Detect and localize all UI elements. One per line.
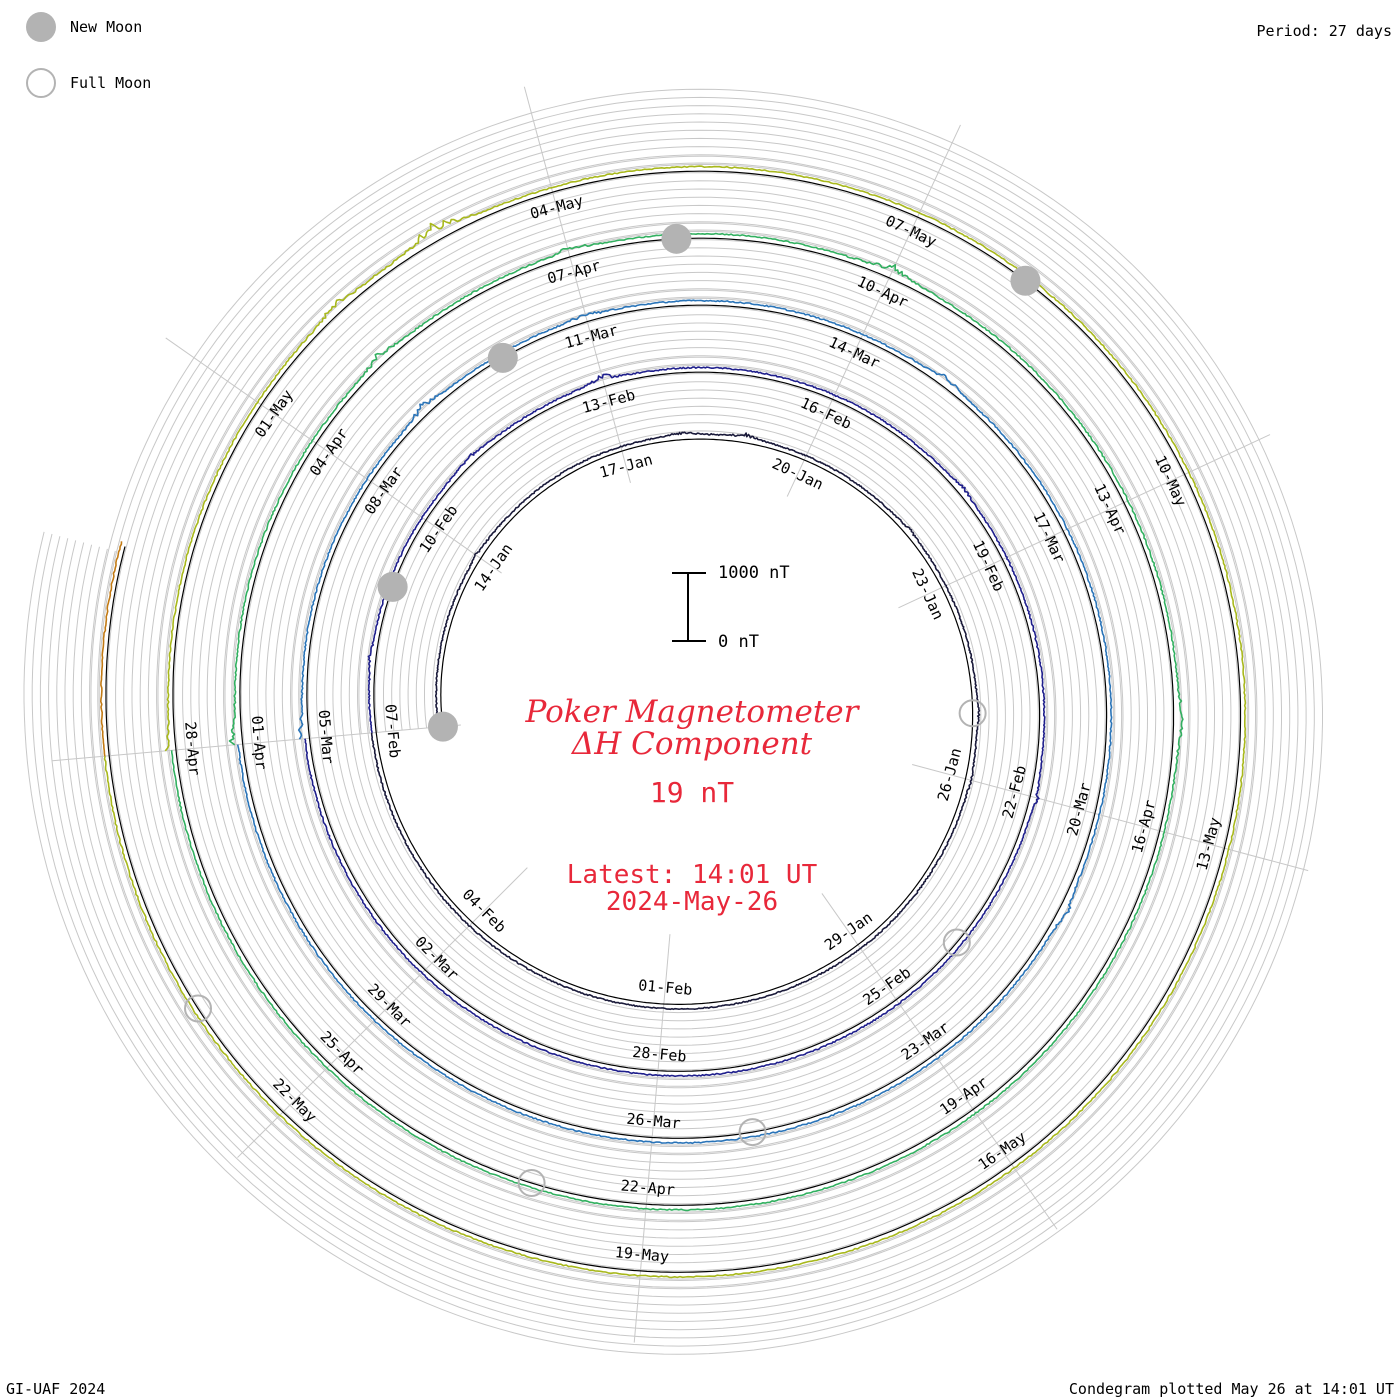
full-moon-label: Full Moon (70, 74, 152, 92)
full-moon-marker (517, 1169, 546, 1198)
full-moon-marker (958, 699, 987, 728)
spoke (165, 337, 502, 574)
legend-full-moon: Full Moon (26, 68, 151, 98)
spoke (523, 86, 631, 483)
full-moon-marker (184, 994, 213, 1023)
date-label: 13-May (1193, 815, 1224, 872)
scale-bottom-label: 0 nT (718, 632, 759, 652)
grid-ring-3 (80, 146, 1266, 1298)
series-line-2 (304, 366, 1046, 1078)
grid-ring-5 (64, 129, 1282, 1314)
spoke (912, 764, 1309, 872)
spoke (898, 434, 1271, 609)
series-line-1 (370, 431, 981, 1011)
plotted-label: Condegram plotted May 26 at 14:01 UT (1068, 1380, 1394, 1398)
period-label: Period: 27 days (1256, 22, 1392, 40)
moon-markers (184, 223, 1041, 1198)
scale-top-label: 1000 nT (718, 563, 790, 583)
chart-subtitle: ΔH Component (571, 726, 813, 762)
spoke (237, 867, 528, 1158)
date-label: 05-Mar (315, 709, 338, 765)
date-label: 22-Feb (999, 763, 1030, 820)
date-label: 19-Feb (969, 537, 1008, 594)
date-label: 14-Mar (826, 333, 883, 372)
latest-time: Latest: 14:01 UT (566, 860, 818, 890)
grid-ring-4 (72, 137, 1274, 1306)
new-moon-marker (487, 342, 518, 373)
scale-bar (672, 572, 706, 642)
date-label: 17-Mar (1030, 509, 1069, 566)
grid-ring-7 (48, 113, 1299, 1331)
date-label: 19-May (614, 1243, 670, 1266)
date-label: 10-May (1151, 453, 1190, 510)
date-label: 28-Apr (181, 721, 204, 777)
new-moon-icon (26, 12, 56, 42)
new-moon-marker (1010, 265, 1041, 296)
date-label: 26-Jan (934, 746, 965, 803)
series-line-4 (170, 232, 1184, 1212)
spoke (786, 124, 961, 497)
chart-title: Poker Magnetometer (525, 694, 859, 730)
date-label: 26-Mar (626, 1110, 682, 1133)
series-line-3 (236, 299, 1113, 1145)
grid-ring-10 (23, 88, 1323, 1355)
date-label: 28-Feb (632, 1043, 688, 1066)
spoke (821, 893, 1058, 1230)
date-label: 07-Feb (381, 703, 404, 759)
grid-ring-6 (56, 121, 1291, 1323)
baseline-spiral (105, 170, 1242, 1273)
date-label: 01-Apr (248, 715, 271, 771)
radial-spokes (52, 86, 1309, 1343)
full-moon-marker (942, 928, 971, 957)
latest-date: 2024-May-26 (605, 887, 779, 917)
grid-ring-2 (89, 154, 1258, 1290)
new-moon-marker (377, 571, 408, 602)
date-label: 22-Apr (620, 1176, 676, 1199)
grid-ring-8 (39, 105, 1307, 1339)
date-label: 23-Jan (908, 566, 947, 623)
series-line-5 (103, 165, 1247, 1279)
grid-ring-1 (97, 162, 1250, 1282)
new-moon-marker (661, 223, 692, 254)
credit-label: GI-UAF 2024 (6, 1380, 106, 1398)
baseline (105, 170, 1242, 1273)
current-value: 19 nT (649, 776, 735, 809)
full-moon-marker (738, 1118, 767, 1147)
legend-new-moon: New Moon (26, 12, 142, 42)
date-label: 01-Feb (638, 976, 694, 999)
date-label: 16-Apr (1128, 798, 1159, 855)
spoke (633, 934, 671, 1343)
series-line-6 (100, 541, 123, 757)
new-moon-label: New Moon (70, 18, 143, 36)
full-moon-icon (26, 68, 56, 98)
date-label: 10-Apr (854, 272, 911, 311)
date-label: 20-Mar (1063, 781, 1094, 838)
spoke (52, 724, 461, 762)
date-label: 17-Jan (597, 450, 654, 481)
series-traces (100, 165, 1247, 1279)
date-label: 20-Jan (769, 454, 826, 493)
new-moon-marker (427, 711, 458, 742)
